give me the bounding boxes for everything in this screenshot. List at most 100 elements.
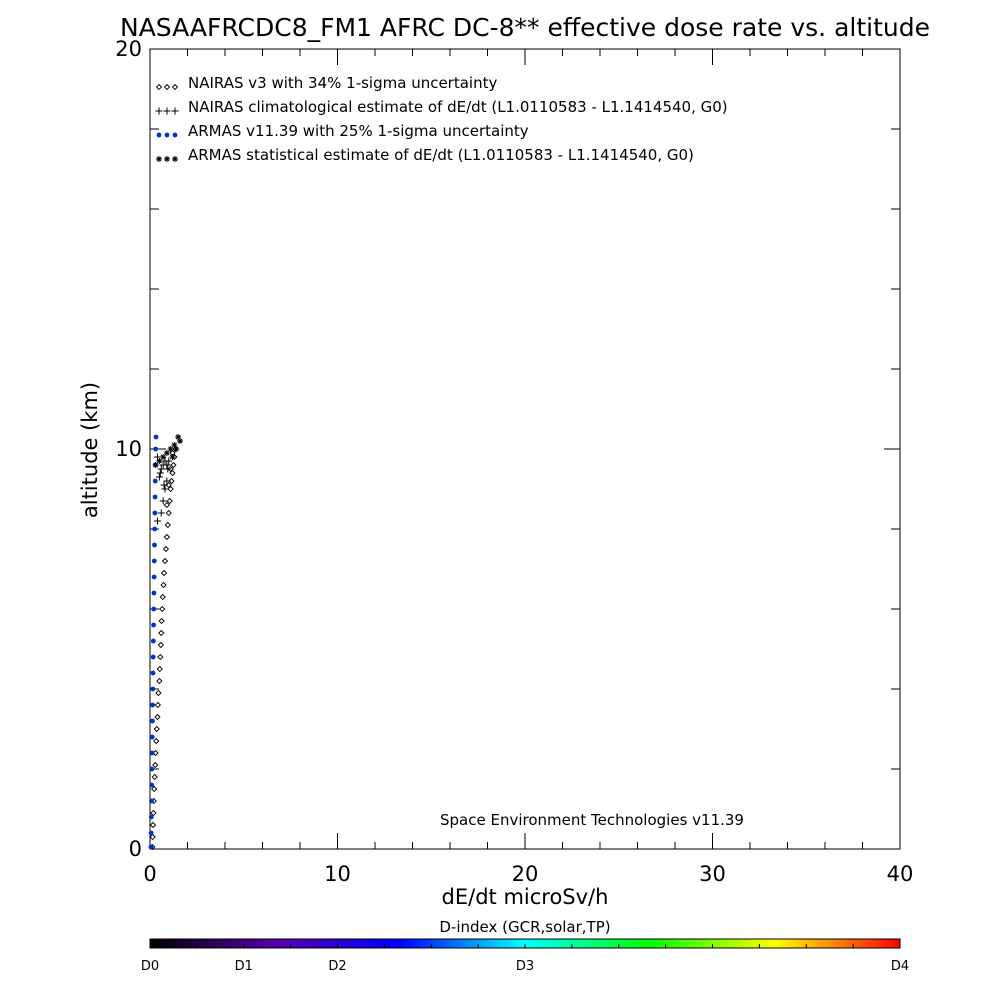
colorbar-tick-label: D1: [235, 959, 253, 974]
legend-marker: [163, 107, 171, 115]
data-point: [164, 465, 172, 473]
data-point: [152, 526, 158, 532]
data-point: [170, 461, 177, 469]
data-point: [163, 477, 171, 485]
legend-entry: ARMAS v11.39 with 25% 1-sigma uncertaint…: [156, 122, 529, 140]
legend-marker: [172, 132, 178, 138]
data-point: [161, 485, 169, 493]
data-point: [153, 434, 159, 440]
data-point: [163, 461, 171, 469]
legend-label: NAIRAS v3 with 34% 1-sigma uncertainty: [188, 74, 497, 92]
data-point: [164, 521, 171, 529]
data-point: [150, 718, 155, 724]
data-markers: [148, 434, 183, 851]
data-point: [148, 844, 154, 850]
x-axis-ticks: 0 10 20 30 40: [143, 49, 913, 886]
data-point: [149, 821, 157, 829]
data-point: [149, 833, 156, 841]
y-axis-label: altitude (km): [78, 382, 102, 518]
legend-marker: [155, 107, 163, 115]
data-point: [165, 457, 173, 465]
data-point: [153, 446, 159, 452]
series-2: [148, 434, 159, 850]
colorbar-tick-label: D4: [891, 959, 909, 974]
data-point: [150, 702, 156, 708]
data-point: [173, 446, 180, 452]
legend-marker: [156, 156, 162, 162]
data-point: [160, 569, 168, 577]
data-point: [153, 725, 160, 733]
data-point: [157, 641, 165, 649]
data-point: [148, 814, 154, 820]
data-point: [166, 497, 173, 505]
data-point: [150, 638, 156, 644]
data-point: [158, 629, 165, 637]
legend-entry: NAIRAS climatological estimate of dE/dt …: [155, 98, 728, 116]
data-point: [149, 798, 154, 804]
data-point: [152, 510, 158, 516]
x-axis-label: dE/dt microSv/h: [442, 885, 609, 909]
legend-marker: [164, 132, 170, 138]
legend-label: ARMAS statistical estimate of dE/dt (L1.…: [188, 146, 694, 164]
x-tick-label: 30: [699, 862, 726, 886]
data-point: [152, 542, 157, 548]
data-point: [149, 734, 155, 740]
x-tick-label: 20: [512, 862, 539, 886]
data-point: [160, 454, 167, 460]
data-point: [150, 686, 156, 692]
x-tick-label: 40: [887, 862, 914, 886]
data-point: [177, 438, 183, 444]
legend-marker: [172, 156, 178, 162]
legend-marker: [171, 107, 179, 115]
data-point: [152, 478, 158, 484]
x-tick-label: 10: [324, 862, 351, 886]
series-0: [149, 445, 179, 851]
colorbar-tick-label: D0: [141, 959, 159, 974]
legend-label: ARMAS v11.39 with 25% 1-sigma uncertaint…: [188, 122, 529, 140]
data-point: [159, 497, 167, 505]
data-point: [163, 533, 171, 541]
colorbar-label: D-index (GCR,solar,TP): [439, 918, 610, 936]
data-point: [168, 477, 175, 485]
legend-marker: [163, 83, 171, 91]
data-point: [156, 458, 163, 464]
data-point: [150, 809, 157, 817]
data-point: [152, 761, 159, 769]
data-point: [167, 446, 174, 452]
data-point: [157, 509, 165, 517]
data-point: [169, 454, 176, 460]
data-point: [151, 773, 158, 781]
y-tick-label: 20: [115, 37, 142, 61]
data-point: [163, 501, 171, 509]
data-point: [151, 606, 157, 612]
data-point: [169, 469, 176, 477]
data-point: [154, 517, 161, 525]
data-point: [159, 593, 166, 601]
data-point: [152, 462, 159, 468]
legend-entry: NAIRAS v3 with 34% 1-sigma uncertainty: [155, 74, 497, 92]
data-point: [165, 509, 172, 517]
data-point: [171, 442, 178, 448]
data-point: [149, 750, 155, 756]
legend-entry: ARMAS statistical estimate of dE/dt (L1.…: [156, 146, 694, 164]
data-point: [156, 677, 163, 685]
x-tick-label: 0: [143, 862, 156, 886]
plot-border: [149, 48, 901, 850]
y-tick-label: 10: [115, 437, 142, 461]
data-point: [155, 689, 162, 697]
data-point: [160, 581, 167, 589]
legend: NAIRAS v3 with 34% 1-sigma uncertainty NA…: [155, 74, 728, 164]
data-point: [154, 701, 162, 709]
data-point: [160, 481, 168, 489]
data-point: [150, 785, 158, 793]
y-axis-ticks: 0 10 20: [115, 37, 900, 861]
series-3: [152, 434, 183, 468]
data-point: [157, 465, 165, 473]
colorbar-tick-label: D3: [516, 959, 534, 974]
legend-marker: [155, 83, 163, 91]
data-point: [167, 465, 174, 473]
data-point: [167, 485, 174, 493]
data-point: [162, 545, 170, 553]
data-point: [163, 450, 170, 456]
